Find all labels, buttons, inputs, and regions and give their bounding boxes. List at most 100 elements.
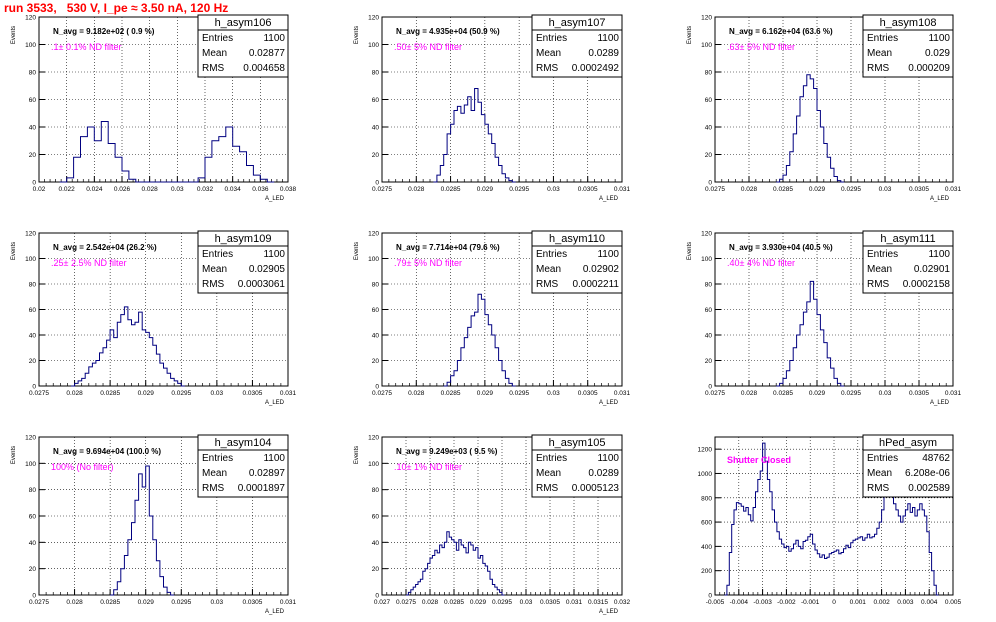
filter-label: .10± 1% ND filter — [394, 462, 462, 472]
y-tick-label: 800 — [701, 495, 712, 502]
y-tick-label: 100 — [25, 461, 36, 468]
x-tick-label: 0.026 — [114, 186, 131, 193]
filter-label: .40± 4% ND filter — [727, 258, 795, 268]
x-tick-label: -0.002 — [777, 599, 796, 606]
stats-value-rms: 0.0005123 — [572, 483, 620, 494]
y-tick-label: 20 — [372, 566, 380, 573]
x-tick-label: 0.032 — [614, 599, 631, 606]
y-tick-label: 120 — [701, 15, 712, 22]
stats-box — [531, 434, 623, 498]
x-tick-label: 0.0295 — [509, 390, 529, 397]
chart-h_asym104: 0.0275 0.028 0.0285 0.029 0.0295 0.03 0.0305 0.… — [11, 434, 297, 615]
y-tick-label: 40 — [29, 540, 37, 547]
x-tick-label: 0.0285 — [773, 390, 793, 397]
stats-box — [862, 434, 954, 498]
y-tick-label: 40 — [29, 125, 37, 132]
x-tick-label: 0.03 — [547, 390, 560, 397]
x-tick-label: 0.005 — [945, 599, 962, 606]
histogram-name: h_asym108 — [880, 17, 937, 29]
chart-h_asym110: 0.0275 0.028 0.0285 0.029 0.0295 0.03 0.0305 0.… — [354, 230, 631, 406]
filter-label: .63± 5% ND filter — [727, 42, 795, 52]
stats-value-rms: 0.000209 — [908, 63, 950, 74]
n-avg-label: N_avg = 9.694e+04 (100.0 %) — [53, 447, 161, 456]
stats-key-mean: Mean — [202, 48, 227, 59]
stats-value-entries: 1100 — [928, 33, 950, 44]
stats-key-rms: RMS — [536, 279, 559, 290]
stats-value-mean: 0.02877 — [249, 48, 286, 59]
y-tick-label: 80 — [372, 282, 380, 289]
y-tick-label: 0 — [708, 384, 712, 391]
x-axis-label: A_LED — [599, 609, 619, 615]
x-tick-label: 0.029 — [477, 186, 494, 193]
stats-value-mean: 0.0289 — [588, 48, 619, 59]
y-tick-label: 100 — [25, 42, 36, 49]
chart-hPed_asym: -0.005 -0.004 -0.003 -0.002 -0.001 0 0.001 0.00… — [698, 434, 962, 606]
stats-key-mean: Mean — [202, 264, 227, 275]
x-tick-label: 0.001 — [850, 599, 867, 606]
x-tick-label: 0.0275 — [372, 390, 392, 397]
stats-value-mean: 0.02901 — [914, 264, 951, 275]
y-tick-label: 40 — [705, 125, 713, 132]
stats-key-mean: Mean — [202, 468, 227, 479]
y-tick-label: 60 — [705, 307, 713, 314]
x-tick-label: 0.0275 — [705, 186, 725, 193]
y-tick-label: 20 — [29, 152, 37, 159]
y-tick-label: 120 — [25, 231, 36, 238]
y-tick-label: 20 — [372, 152, 380, 159]
x-axis-label: A_LED — [265, 196, 285, 202]
x-tick-label: 0.0275 — [705, 390, 725, 397]
x-tick-label: 0.032 — [197, 186, 214, 193]
stats-value-entries: 1100 — [263, 453, 285, 464]
y-tick-label: 100 — [368, 256, 379, 263]
stats-key-rms: RMS — [867, 63, 890, 74]
filter-label: Shutter Closed — [727, 455, 791, 465]
stats-value-mean: 0.02905 — [249, 264, 286, 275]
y-axis-label: Events — [11, 446, 17, 464]
filter-label: .25± 2.5% ND filter — [51, 258, 126, 268]
x-tick-label: 0.0295 — [171, 599, 191, 606]
x-tick-label: -0.003 — [753, 599, 772, 606]
stats-value-entries: 48762 — [922, 453, 950, 464]
stats-value-entries: 1100 — [597, 33, 619, 44]
stats-key-mean: Mean — [867, 264, 892, 275]
stats-value-rms: 0.0002158 — [903, 279, 951, 290]
stats-key-entries: Entries — [536, 453, 567, 464]
y-tick-label: 200 — [701, 568, 712, 575]
stats-value-rms: 0.002589 — [908, 483, 950, 494]
histogram-series — [406, 531, 505, 596]
x-tick-label: 0.03 — [879, 390, 892, 397]
y-tick-label: 40 — [29, 333, 37, 340]
stats-key-entries: Entries — [536, 33, 567, 44]
x-tick-label: 0.03 — [879, 186, 892, 193]
y-tick-label: 1200 — [698, 447, 713, 454]
histogram-series — [433, 88, 516, 183]
x-tick-label: 0.028 — [741, 390, 758, 397]
x-axis-label: A_LED — [930, 196, 950, 202]
y-tick-label: 120 — [368, 435, 379, 442]
stats-key-rms: RMS — [536, 483, 559, 494]
stats-value-mean: 6.208e-06 — [905, 468, 950, 479]
x-tick-label: 0.028 — [422, 599, 439, 606]
x-tick-label: 0.031 — [945, 186, 962, 193]
y-tick-label: 80 — [372, 487, 380, 494]
stats-key-entries: Entries — [867, 249, 898, 260]
stats-key-rms: RMS — [536, 63, 559, 74]
stats-value-mean: 0.02902 — [583, 264, 620, 275]
filter-label: 100% (No filter) — [51, 462, 114, 472]
x-tick-label: 0.0315 — [588, 599, 608, 606]
y-tick-label: 100 — [701, 256, 712, 263]
x-tick-label: 0.031 — [945, 390, 962, 397]
x-tick-label: 0.028 — [66, 599, 83, 606]
x-tick-label: 0.0275 — [372, 186, 392, 193]
y-axis-label: Events — [687, 26, 693, 44]
histogram-name: h_asym104 — [215, 437, 272, 449]
y-tick-label: 80 — [705, 70, 713, 77]
y-tick-label: 100 — [368, 42, 379, 49]
x-tick-label: 0.0305 — [909, 186, 929, 193]
x-tick-label: 0.028 — [408, 186, 425, 193]
x-tick-label: 0.029 — [809, 390, 826, 397]
y-tick-label: 80 — [29, 282, 37, 289]
histogram-series — [59, 121, 275, 183]
x-tick-label: -0.005 — [706, 599, 725, 606]
x-tick-label: 0.029 — [138, 390, 155, 397]
